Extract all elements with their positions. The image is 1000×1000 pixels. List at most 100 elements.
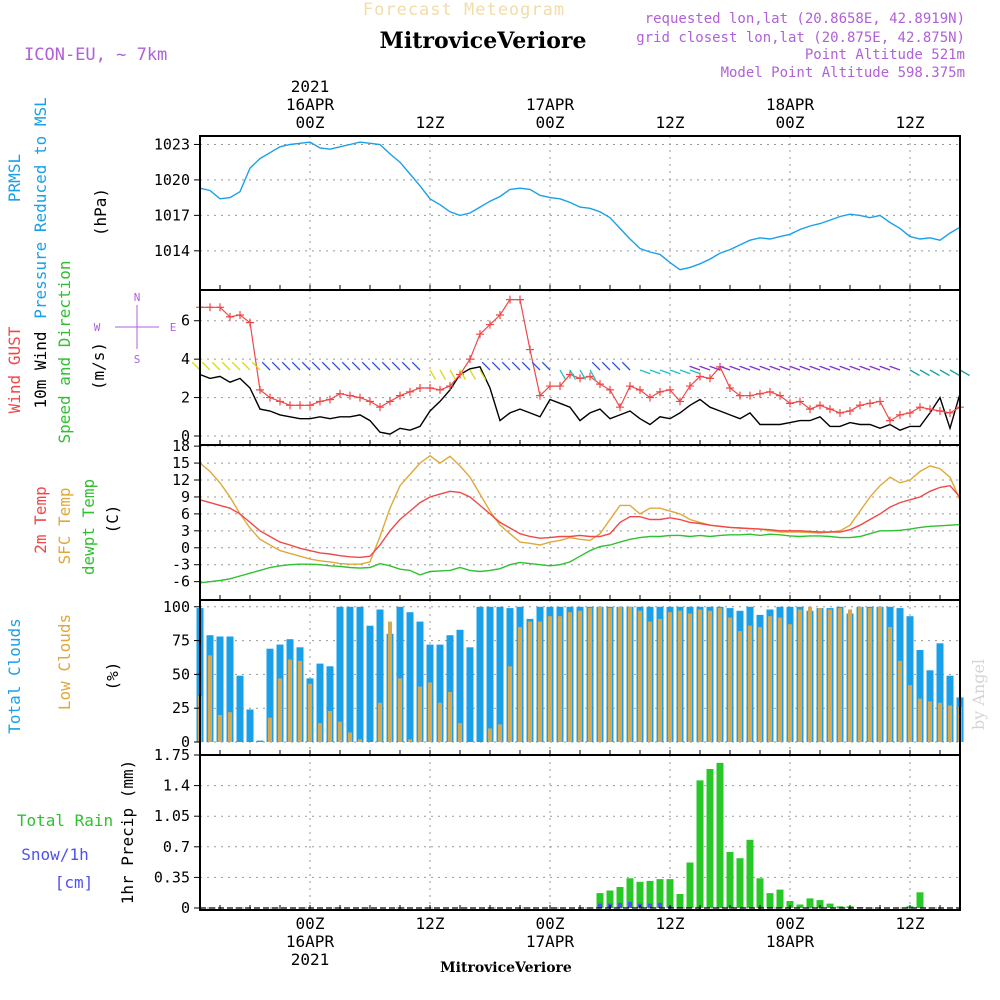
total-cloud-bar (436, 644, 444, 742)
low-cloud-bar (638, 610, 642, 742)
low-cloud-bar (268, 717, 272, 742)
low-cloud-bar (618, 606, 622, 742)
low-cloud-bar (538, 621, 542, 742)
rain-bar (916, 892, 924, 908)
wind-arrow (511, 361, 521, 371)
gust-marker (786, 399, 794, 408)
snow-bar (628, 901, 632, 908)
precip-axis-label: 1hr Precip (mm) (118, 760, 137, 905)
y-tick-label: 1020 (154, 171, 190, 189)
bottom-time-label: 18APR (766, 932, 815, 951)
gust-marker (496, 310, 504, 319)
top-time-label: 18APR (766, 95, 815, 114)
gust-marker (256, 385, 264, 394)
rain-bar (776, 889, 784, 908)
y-tick-label: 2 (181, 389, 190, 407)
axis-label: (hPa) (91, 188, 110, 236)
wind-arrow (459, 369, 467, 380)
total-cloud-bar (416, 621, 424, 742)
gust-marker (536, 391, 544, 400)
wind-arrow (799, 365, 811, 371)
low-cloud-bar (438, 702, 442, 742)
axis-label: Low Clouds (55, 614, 74, 710)
total-cloud-bar (236, 675, 244, 742)
total-cloud-bar (396, 606, 404, 742)
wind-arrow (541, 361, 551, 371)
y-tick-label: 0.7 (163, 838, 190, 856)
rain-bar (596, 893, 604, 908)
y-tick-label: 3 (181, 522, 190, 540)
wind-arrow (689, 369, 701, 375)
gust-line (200, 299, 961, 422)
compass-label: S (134, 353, 141, 366)
low-cloud-bar (758, 627, 762, 742)
low-cloud-bar (848, 609, 852, 742)
y-tick-label: -6 (172, 573, 190, 591)
gust-marker (426, 383, 434, 392)
panel-frame (199, 444, 961, 601)
total-cloud-bar (376, 609, 384, 742)
top-time-label: 00Z (776, 113, 805, 132)
gust-marker (516, 295, 524, 304)
top-time-label: 16APR (286, 95, 335, 114)
axis-label: (%) (103, 662, 122, 691)
total-cloud-bar (476, 606, 484, 742)
low-cloud-bar (378, 702, 382, 742)
total-cloud-bar (916, 650, 924, 742)
temp-line-2 (199, 523, 961, 584)
rain-bar (676, 894, 684, 908)
total-cloud-bar (446, 635, 454, 742)
top-time-label: 00Z (296, 113, 325, 132)
gust-marker (856, 401, 864, 410)
bottom-time-label: 00Z (296, 914, 325, 933)
total-cloud-bar (266, 648, 274, 742)
rain-bar (816, 900, 824, 908)
low-cloud-bar (898, 660, 902, 742)
gust-marker (666, 385, 674, 394)
panel-frame (199, 135, 961, 291)
bottom-time-label: 00Z (536, 914, 565, 933)
low-cloud-bar (228, 712, 232, 742)
wind-arrow (491, 361, 501, 371)
gust-marker (646, 393, 654, 402)
top-time-label: 2021 (291, 77, 330, 96)
wind-arrow (361, 361, 371, 371)
wind-arrow (371, 361, 381, 371)
gust-marker (596, 380, 604, 389)
low-cloud-bar (498, 724, 502, 742)
low-cloud-bar (608, 608, 612, 742)
y-tick-label: 18 (172, 437, 190, 455)
y-tick-label: 4 (181, 350, 190, 368)
wind-arrow (659, 369, 671, 375)
wind-arrow (281, 361, 291, 371)
pressure-line (199, 141, 961, 271)
low-cloud-bar (488, 728, 492, 742)
gust-marker (446, 382, 454, 391)
low-cloud-bar (908, 685, 912, 742)
compass-label: E (170, 321, 177, 334)
rain-bar (696, 780, 704, 908)
wind-arrow (669, 369, 681, 375)
gust-marker (246, 318, 254, 327)
wind-arrow (211, 361, 221, 371)
wind-arrow (449, 369, 457, 380)
gust-marker (946, 408, 954, 417)
gust-marker (656, 387, 664, 396)
wind-arrow (271, 361, 281, 371)
gust-marker (736, 391, 744, 400)
total-cloud-bar (906, 616, 914, 742)
gust-marker (306, 401, 314, 410)
wind-arrow (889, 365, 901, 371)
low-cloud-bar (808, 606, 812, 742)
wind-arrow (739, 365, 751, 371)
rain-bar (746, 839, 754, 908)
low-cloud-bar (408, 739, 412, 742)
total-cloud-bar (936, 643, 944, 742)
y-tick-label: 1014 (154, 242, 190, 260)
wind-arrow (411, 361, 421, 371)
total-cloud-bar (336, 606, 344, 742)
rain-bar (796, 904, 804, 908)
low-cloud-bar (338, 721, 342, 742)
wind-arrow (221, 361, 231, 371)
wind-arrow (479, 369, 487, 380)
